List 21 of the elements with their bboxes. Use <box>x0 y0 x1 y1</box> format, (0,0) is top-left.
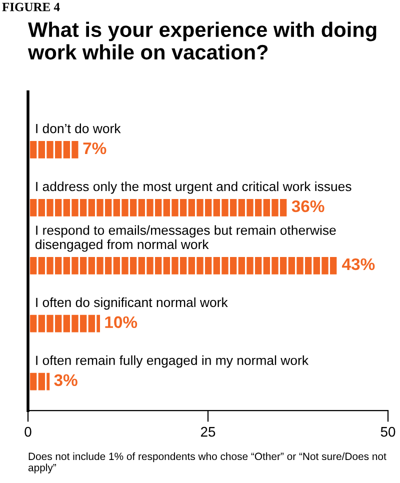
y-tick-label: I don’t do work <box>36 124 121 134</box>
x-tick-label: 0 <box>24 426 32 437</box>
bar <box>28 314 100 332</box>
data-label: 3% <box>54 374 78 386</box>
y-tick-label: I often remain fully engaged in my normal work <box>36 355 309 368</box>
text: Does not include 1% of respondents who chose “Other” or “Not sure/Does not apply” <box>28 452 386 474</box>
caption: FIGURE 4 <box>2 2 60 12</box>
x-tick-label: 25 <box>200 426 216 437</box>
data-label: 10% <box>105 316 138 328</box>
bar <box>28 372 50 390</box>
y-tick-label: I often do significant normal work <box>36 297 228 310</box>
chart-title: What is your experience with doing work while on vacation? <box>28 22 376 60</box>
bar <box>28 141 78 158</box>
x-tick-label: 50 <box>380 426 396 437</box>
bar <box>28 198 288 216</box>
data-label: 43% <box>342 258 375 270</box>
data-label: 36% <box>292 200 324 212</box>
bar <box>28 256 338 274</box>
y-tick-label: I respond to emails/messages but remain otherwise disengaged from normal work <box>36 225 336 252</box>
y-tick-label: I address only the most urgent and critical work issues <box>36 181 352 194</box>
data-label: 7% <box>83 142 106 154</box>
